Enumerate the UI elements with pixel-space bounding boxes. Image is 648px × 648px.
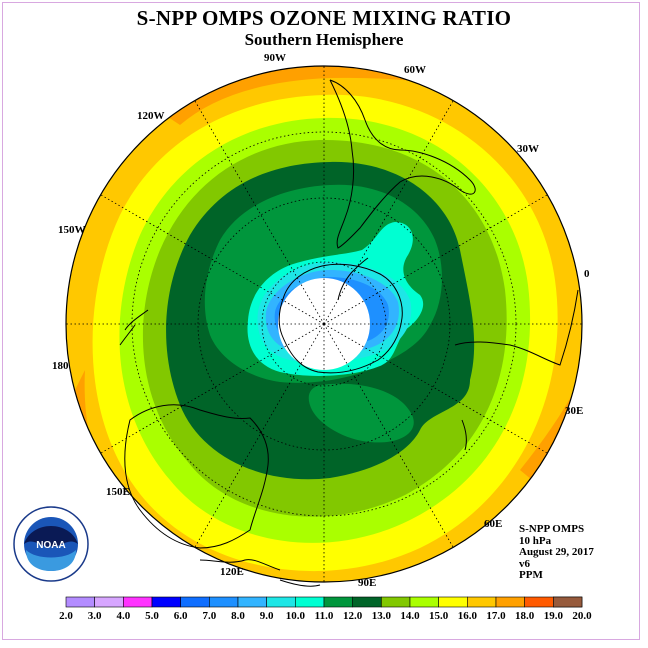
color-bar-swatch [467,596,497,608]
color-bar-tick-label: 7.0 [202,610,216,622]
color-bar-tick-label: 20.0 [572,610,592,622]
antarctic-peninsula [337,257,369,301]
color-bar-tick-label: 17.0 [486,610,506,622]
color-bar-swatch [151,596,181,608]
graticule [66,66,582,582]
color-bar-swatch [209,596,239,608]
new-zealand-south [119,324,136,346]
color-bar-swatch [409,596,439,608]
meridian [100,194,325,325]
color-bar-swatch [237,596,267,608]
color-bar-tick-label: 18.0 [515,610,535,622]
color-bar-tick-label: 6.0 [174,610,188,622]
color-bar-tick-label: 9.0 [260,610,274,622]
noaa-wave-icon [26,550,76,571]
color-bar-tick-label: 15.0 [429,610,449,622]
color-bar-swatch [94,596,124,608]
south-pole-marker [322,322,326,326]
color-bar-tick-label: 2.0 [59,610,73,622]
color-bar-tick-label: 3.0 [88,610,102,622]
meridian [194,100,325,325]
lon-label-90e: 90E [358,577,377,589]
coastlines [119,79,579,587]
meridian [323,323,548,454]
info-pressure: 10 hPa [519,534,552,547]
color-bar-swatch [524,596,554,608]
new-zealand-north [124,309,149,331]
color-bar-tick-label: 13.0 [372,610,392,622]
color-bar-tick-label: 12.0 [343,610,363,622]
info-date: August 29, 2017 [519,546,594,558]
info-units: PPM [519,569,543,581]
color-bar-tick-label: 5.0 [145,610,159,622]
map-subtitle: Southern Hemisphere [244,30,404,49]
color-bar-swatch [295,596,325,608]
lon-label-0: 0 [584,268,590,280]
lon-label-150e: 150E [106,486,130,498]
color-bar-tick-label: 11.0 [315,610,334,622]
latitude-circle [197,197,451,451]
lon-label-90w: 90W [264,52,286,64]
color-bar: 2.0 3.0 4.0 5.0 6.0 7.0 8.0 9.0 10.0 11.0 12.0 13.0… [59,596,592,622]
color-bar-tick-label: 4.0 [116,610,130,622]
lon-label-30w: 30W [517,143,539,155]
south-america-coast [329,79,476,249]
lon-label-60w: 60W [404,64,426,76]
africa-coast [454,289,579,366]
lon-label-60e: 60E [484,518,503,530]
color-bar-swatch [266,596,296,608]
color-bar-swatch [323,596,353,608]
noaa-bird-icon [24,526,78,547]
noaa-logo: NOAA [13,506,89,582]
australia-coast [124,404,269,549]
color-bar-tick-label: 10.0 [286,610,306,622]
info-version: v6 [519,557,530,570]
latitude-circle [261,261,387,387]
color-bar-tick-label: 19.0 [544,610,564,622]
meridian [194,323,325,548]
color-bar-swatch [438,596,468,608]
lon-label-30e: 30E [565,405,584,417]
ozone-contour-field [66,66,582,582]
indonesia-coast-2 [279,579,321,587]
meridian [323,100,454,325]
product-info: S-NPP OMPS 10 hPa August 29, 2017 v6 PPM [519,523,594,582]
color-bar-swatch [381,596,411,608]
lon-label-150w: 150W [58,224,86,236]
indonesia-coast [199,559,281,571]
lon-label-120w: 120W [137,110,165,122]
globe-border [65,65,583,583]
noaa-logo-text: NOAA [36,540,65,551]
map-title: S-NPP OMPS OZONE MIXING RATIO [136,6,512,30]
madagascar-coast [461,419,467,451]
band-11-lobe [308,383,414,443]
antarctica-coast [278,263,403,374]
color-bar-tick-label: 14.0 [400,610,420,622]
color-bar-tick-label: 16.0 [458,610,478,622]
figure-frame [2,2,640,640]
lon-label-120e: 120E [220,566,244,578]
lon-label-180: 180 [52,360,69,372]
meridian [323,323,454,548]
color-bar-swatch [180,596,210,608]
color-bar-swatch [352,596,382,608]
color-bar-swatch [495,596,525,608]
color-bar-swatch [65,596,95,608]
meridian [100,323,325,454]
info-instrument: S-NPP OMPS [519,523,585,535]
color-bar-swatch [553,596,583,608]
color-bar-tick-label: 8.0 [231,610,245,622]
color-bar-swatch [123,596,153,608]
meridian [323,194,548,325]
